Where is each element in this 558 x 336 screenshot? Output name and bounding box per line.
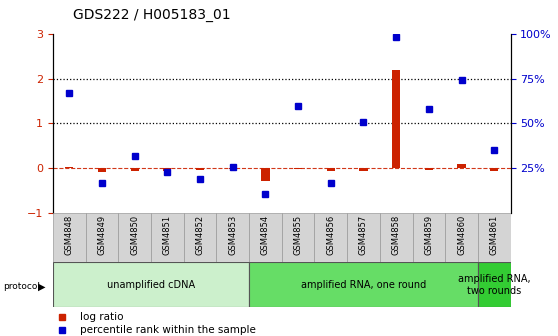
Bar [445, 213, 478, 262]
Text: amplified RNA,
two rounds: amplified RNA, two rounds [458, 274, 531, 296]
Bar [392, 71, 400, 168]
Bar [425, 168, 433, 170]
Text: ▶: ▶ [38, 281, 45, 291]
Text: GDS222 / H005183_01: GDS222 / H005183_01 [73, 8, 230, 23]
Bar [347, 213, 380, 262]
Bar [261, 168, 270, 180]
Text: GSM4857: GSM4857 [359, 215, 368, 255]
Bar [217, 213, 249, 262]
Text: GSM4850: GSM4850 [130, 215, 139, 255]
Bar [458, 164, 465, 168]
Text: GSM4849: GSM4849 [98, 215, 107, 255]
Bar [315, 213, 347, 262]
Text: protocol: protocol [3, 282, 40, 291]
Bar [53, 213, 86, 262]
Text: GSM4859: GSM4859 [425, 215, 434, 255]
Text: GSM4854: GSM4854 [261, 215, 270, 255]
Text: amplified RNA, one round: amplified RNA, one round [301, 280, 426, 290]
Text: GSM4855: GSM4855 [294, 215, 302, 255]
Bar [86, 213, 118, 262]
Text: log ratio: log ratio [80, 312, 124, 323]
Text: GSM4860: GSM4860 [457, 215, 466, 255]
Bar [294, 168, 302, 169]
Bar [327, 168, 335, 171]
Bar [184, 213, 217, 262]
Bar [490, 168, 498, 171]
Bar [65, 167, 74, 168]
Bar [249, 262, 478, 307]
Text: unamplified cDNA: unamplified cDNA [107, 280, 195, 290]
Bar [282, 213, 315, 262]
Text: GSM4852: GSM4852 [196, 215, 205, 255]
Text: GSM4848: GSM4848 [65, 215, 74, 255]
Bar [380, 213, 412, 262]
Text: GSM4858: GSM4858 [392, 215, 401, 255]
Text: GSM4853: GSM4853 [228, 215, 237, 255]
Bar [412, 213, 445, 262]
Bar [163, 168, 171, 171]
Bar [359, 168, 368, 171]
Bar [151, 213, 184, 262]
Bar [196, 168, 204, 170]
Bar [53, 262, 249, 307]
Text: GSM4861: GSM4861 [490, 215, 499, 255]
Text: percentile rank within the sample: percentile rank within the sample [80, 325, 256, 335]
Bar [131, 168, 139, 171]
Bar [118, 213, 151, 262]
Bar [478, 213, 511, 262]
Bar [229, 168, 237, 169]
Bar [249, 213, 282, 262]
Bar [478, 262, 511, 307]
Text: GSM4856: GSM4856 [326, 215, 335, 255]
Bar [98, 168, 106, 172]
Text: GSM4851: GSM4851 [163, 215, 172, 255]
